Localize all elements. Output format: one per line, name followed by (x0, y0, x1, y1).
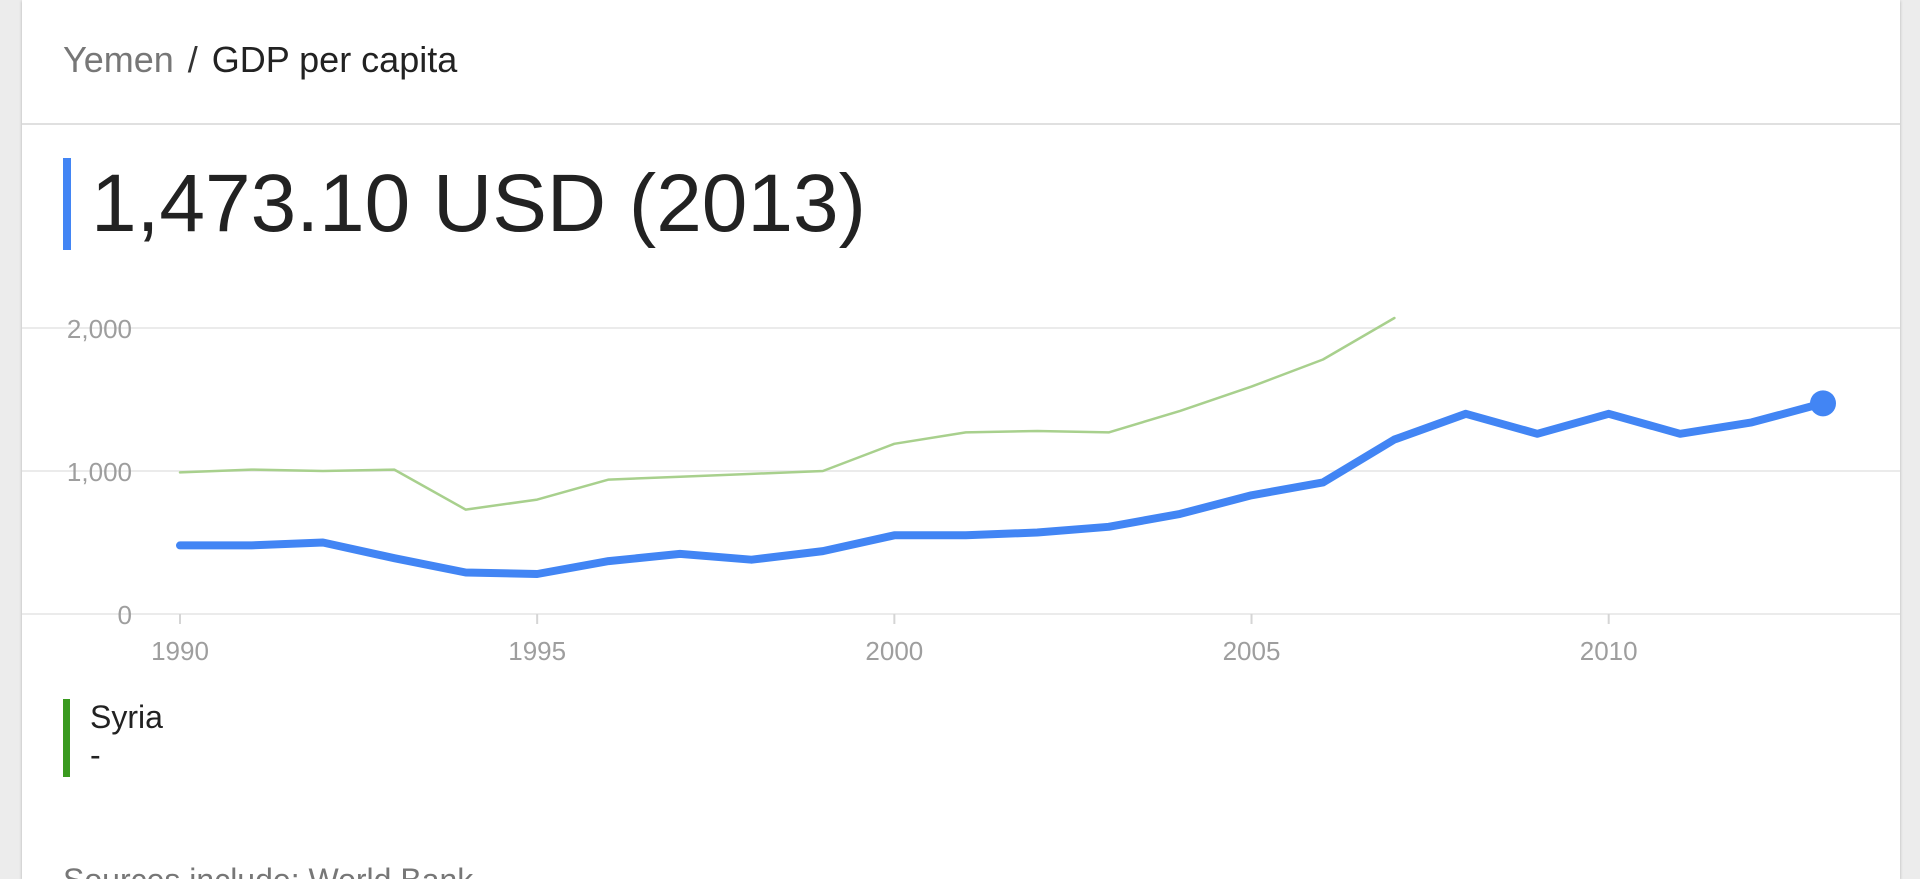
header-divider (22, 123, 1900, 125)
x-tick-label: 2000 (865, 636, 923, 666)
series-line-yemen (176, 399, 1827, 578)
legend-name: Syria (90, 699, 163, 735)
headline-accent-bar (63, 158, 71, 250)
legend-color-bar (63, 699, 70, 777)
breadcrumb-metric: GDP per capita (211, 39, 458, 80)
series-line-syria (178, 316, 1396, 511)
y-tick-label: 2,000 (67, 314, 132, 344)
headline-value: 1,473.10 USD (2013) (91, 158, 866, 249)
sources-note: Sources include: World Bank (63, 860, 473, 879)
x-tick-label: 2005 (1223, 636, 1281, 666)
breadcrumb: Yemen / GDP per capita (63, 38, 457, 82)
breadcrumb-separator: / (187, 39, 198, 80)
y-tick-label: 1,000 (67, 457, 132, 487)
y-tick-label: 0 (118, 600, 132, 630)
legend-value: - (90, 737, 101, 773)
x-tick-label: 1995 (508, 636, 566, 666)
breadcrumb-country[interactable]: Yemen (63, 39, 174, 80)
x-tick-label: 2010 (1580, 636, 1638, 666)
gdp-card: Yemen / GDP per capita 1,473.10 USD (2013)… (22, 0, 1900, 879)
x-tick-label: 1990 (151, 636, 209, 666)
last-point-marker (1810, 390, 1836, 417)
headline: 1,473.10 USD (2013) (63, 158, 866, 250)
gdp-line-chart[interactable]: 0 1,000 2,000 1990 1995 2000 2005 2010 (22, 290, 1900, 670)
